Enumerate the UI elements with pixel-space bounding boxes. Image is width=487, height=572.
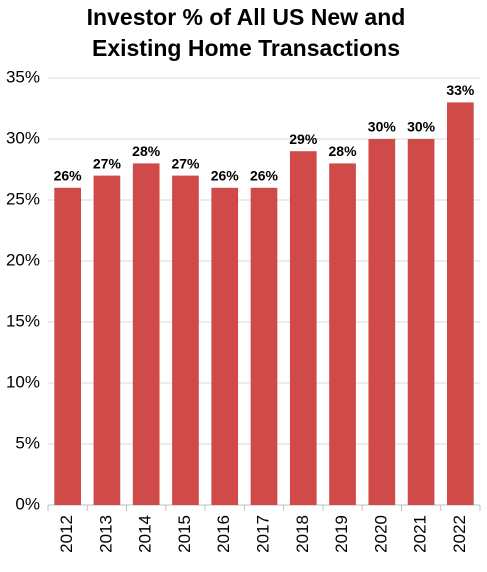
bar — [250, 187, 278, 506]
x-tick-label: 2018 — [293, 515, 312, 553]
value-label: 28% — [329, 143, 358, 159]
y-tick-label: 10% — [6, 372, 40, 391]
x-tick-label: 2022 — [450, 515, 469, 553]
x-tick-label: 2017 — [253, 515, 272, 553]
bar — [54, 187, 81, 506]
x-tick-label: 2021 — [411, 515, 430, 553]
value-label: 30% — [407, 119, 436, 135]
bar — [211, 187, 239, 506]
chart-title: Existing Home Transactions — [92, 35, 400, 61]
chart-title: Investor % of All US New and — [87, 4, 406, 30]
value-label: 26% — [54, 168, 83, 184]
value-label: 28% — [132, 143, 161, 159]
x-tick-label: 2016 — [214, 515, 233, 553]
x-tick-label: 2015 — [175, 515, 194, 553]
value-label: 27% — [93, 155, 122, 171]
bar — [93, 175, 121, 505]
value-label: 27% — [171, 155, 200, 171]
y-tick-label: 0% — [15, 494, 40, 513]
x-tick-label: 2014 — [136, 515, 155, 553]
bar — [407, 139, 435, 505]
x-tick-label: 2019 — [332, 515, 351, 553]
bar — [447, 102, 474, 506]
y-tick-label: 5% — [15, 433, 40, 452]
bar — [172, 175, 199, 505]
value-label: 26% — [250, 168, 279, 184]
y-tick-label: 35% — [6, 67, 40, 86]
y-tick-label: 15% — [6, 311, 40, 330]
y-tick-label: 20% — [6, 250, 40, 269]
value-label: 29% — [289, 131, 318, 147]
bar — [329, 163, 356, 505]
bar — [132, 163, 160, 505]
x-tick-label: 2020 — [371, 515, 390, 553]
x-tick-label: 2012 — [57, 515, 76, 553]
bar — [368, 139, 396, 505]
value-label: 26% — [211, 168, 240, 184]
y-tick-label: 25% — [6, 189, 40, 208]
y-tick-label: 30% — [6, 128, 40, 147]
value-label: 30% — [368, 119, 397, 135]
x-tick-label: 2013 — [96, 515, 115, 553]
bar — [289, 151, 317, 505]
value-label: 33% — [446, 82, 475, 98]
